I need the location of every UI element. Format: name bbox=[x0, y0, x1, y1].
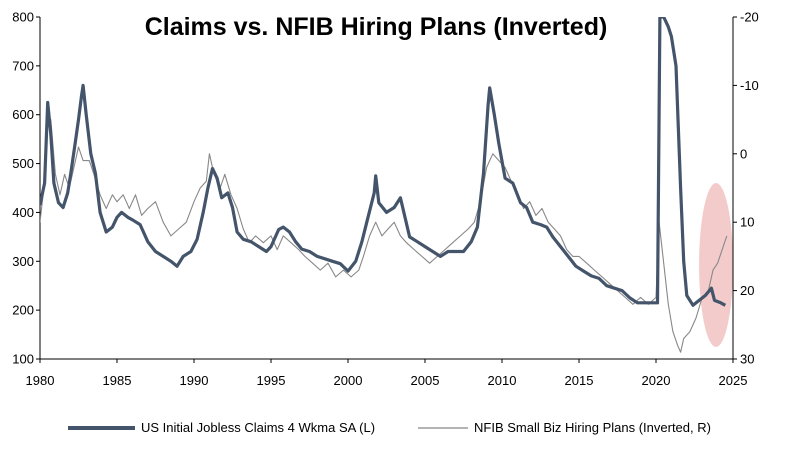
x-tick-label: 2010 bbox=[488, 373, 517, 388]
y-left-tick-label: 700 bbox=[12, 58, 34, 73]
y-right-tick-label: -10 bbox=[740, 78, 759, 93]
x-tick-label: 2020 bbox=[642, 373, 671, 388]
y-right-tick-label: 10 bbox=[740, 215, 754, 230]
series-line-nfib bbox=[40, 119, 728, 353]
x-tick-label: 2015 bbox=[565, 373, 594, 388]
y-left-tick-label: 300 bbox=[12, 254, 34, 269]
y-right-tick-label: -20 bbox=[740, 10, 759, 25]
x-tick-label: 1995 bbox=[257, 373, 286, 388]
y-right-tick-label: 0 bbox=[740, 146, 747, 161]
legend: US Initial Jobless Claims 4 Wkma SA (L) … bbox=[68, 420, 711, 435]
series-line-claims bbox=[40, 17, 727, 307]
chart-title: Claims vs. NFIB Hiring Plans (Inverted) bbox=[145, 13, 608, 41]
series-layer bbox=[40, 17, 728, 353]
legend-label-nfib: NFIB Small Biz Hiring Plans (Inverted, R… bbox=[474, 420, 711, 435]
x-tick-label: 2005 bbox=[411, 373, 440, 388]
y-left-tick-label: 100 bbox=[12, 352, 34, 367]
legend-label-claims: US Initial Jobless Claims 4 Wkma SA (L) bbox=[141, 420, 375, 435]
y-left-tick-label: 200 bbox=[12, 303, 34, 318]
y-left-tick-label: 500 bbox=[12, 156, 34, 171]
y-left-tick-label: 400 bbox=[12, 205, 34, 220]
x-tick-label: 1990 bbox=[180, 373, 209, 388]
y-left-tick-label: 600 bbox=[12, 107, 34, 122]
y-right-tick-label: 30 bbox=[740, 352, 754, 367]
y-left-tick-label: 800 bbox=[12, 10, 34, 25]
x-tick-label: 1985 bbox=[103, 373, 132, 388]
x-tick-label: 2000 bbox=[334, 373, 363, 388]
axes: 100 200 300 400 500 600 700 800 -20 -10 0 10 20 30 198… bbox=[12, 10, 759, 389]
x-tick-label: 1980 bbox=[26, 373, 55, 388]
y-right-tick-label: 20 bbox=[740, 283, 754, 298]
x-tick-label: 2025 bbox=[719, 373, 748, 388]
